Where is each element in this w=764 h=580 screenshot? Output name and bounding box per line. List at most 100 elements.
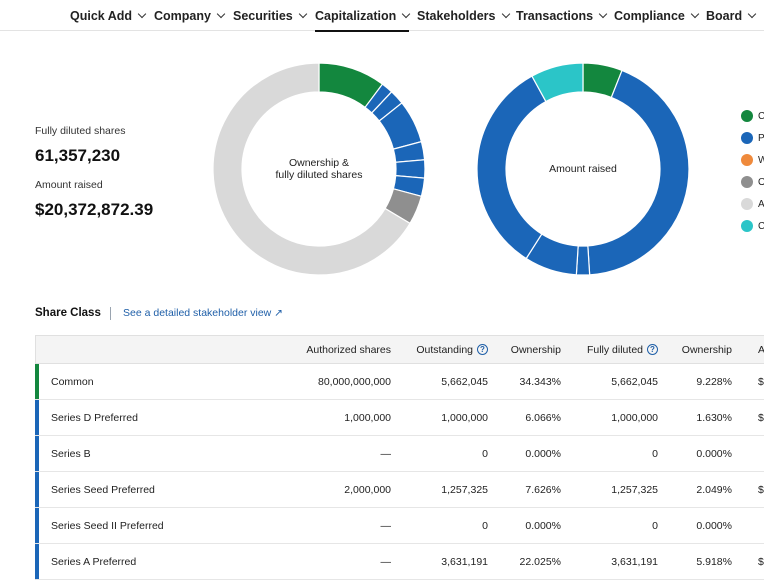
legend-label: A <box>758 198 764 210</box>
nav-transactions[interactable]: Transactions <box>516 0 608 31</box>
chevron-down-icon <box>137 9 147 18</box>
nav-securities[interactable]: Securities <box>233 0 308 31</box>
donut-slice[interactable] <box>212 62 411 276</box>
nav-label: Stakeholders <box>417 8 496 23</box>
cell-share-class: Series A Preferred <box>51 555 137 568</box>
table-row[interactable]: Common 80,000,000,000 5,662,045 34.343% 5,66… <box>35 364 764 400</box>
nav-quick-add[interactable]: Quick Add <box>70 0 147 31</box>
cell-outstanding: 1,257,325 <box>441 483 488 496</box>
cell-fully-diluted: 5,662,045 <box>611 375 658 388</box>
col-authorized-shares[interactable]: Authorized shares <box>306 343 391 356</box>
cell-ownership: 34.343% <box>519 375 561 388</box>
donut-slice[interactable] <box>395 159 426 179</box>
col-outstanding[interactable]: Outstanding? <box>401 336 488 363</box>
share-class-color-bar <box>35 364 39 399</box>
legend-dot <box>741 176 753 188</box>
cell-fully-diluted: 0 <box>652 447 658 460</box>
cell-fully-diluted: 1,257,325 <box>611 483 658 496</box>
top-nav: Quick Add Company Securities Capitalizat… <box>0 0 764 32</box>
cell-share-class: Series Seed II Preferred <box>51 519 164 532</box>
share-class-table: Authorized shares Outstanding? Ownership… <box>35 335 764 580</box>
cell-share-class: Series B <box>51 447 91 460</box>
chevron-down-icon <box>747 9 757 18</box>
chevron-down-icon <box>298 9 308 18</box>
share-class-color-bar <box>35 472 39 507</box>
legend-item: W <box>741 154 764 166</box>
nav-board[interactable]: Board <box>706 0 757 31</box>
cell-authorized: — <box>380 519 392 532</box>
cell-fd-ownership: 9.228% <box>696 375 732 388</box>
cell-share-class: Common <box>51 375 94 388</box>
nav-label: Transactions <box>516 8 594 23</box>
nav-label: Company <box>154 8 211 23</box>
nav-label: Compliance <box>614 8 685 23</box>
nav-label: Securities <box>233 8 293 23</box>
donut-slice[interactable] <box>531 62 584 103</box>
cell-ownership: 0.000% <box>525 447 561 460</box>
cell-outstanding: 3,631,191 <box>441 555 488 568</box>
share-class-color-bar <box>35 436 39 471</box>
legend-dot <box>741 110 753 122</box>
divider <box>110 307 111 320</box>
ownership-chart-label: Ownership & fully diluted shares <box>259 157 379 181</box>
cell-ownership: 22.025% <box>519 555 561 568</box>
nav-stakeholders[interactable]: Stakeholders <box>417 0 510 31</box>
table-row[interactable]: Series Seed II Preferred — 0 0.000% 0 0.000% <box>35 508 764 544</box>
cell-extra: $ <box>758 411 764 424</box>
cell-extra <box>758 436 764 471</box>
chevron-down-icon <box>598 9 608 18</box>
legend-dot <box>741 198 753 210</box>
legend-item: P <box>741 132 764 144</box>
share-class-title: Share Class <box>35 307 101 319</box>
cell-fully-diluted: 0 <box>652 519 658 532</box>
table-row[interactable]: Series D Preferred 1,000,000 1,000,000 6.06… <box>35 400 764 436</box>
nav-compliance[interactable]: Compliance <box>614 0 700 31</box>
cell-extra: $ <box>758 375 764 388</box>
cell-fd-ownership: 2.049% <box>696 483 732 496</box>
detailed-stakeholder-view-link[interactable]: See a detailed stakeholder view ↗ <box>123 307 283 319</box>
amount-raised-chart-label: Amount raised <box>549 163 617 175</box>
ownership-chart-label-line1: Ownership & <box>288 157 350 169</box>
legend-item: A <box>741 198 764 210</box>
cell-authorized: 1,000,000 <box>344 411 391 424</box>
legend-label: O <box>758 176 764 188</box>
share-class-color-bar <box>35 508 39 543</box>
table-row[interactable]: Series Seed Preferred 2,000,000 1,257,325 7… <box>35 472 764 508</box>
chevron-down-icon <box>402 9 411 18</box>
col-ownership[interactable]: Ownership <box>510 343 561 356</box>
share-class-color-bar <box>35 544 39 579</box>
nav-label: Board <box>706 8 743 23</box>
legend-item: O <box>741 176 764 188</box>
cell-fd-ownership: 5.918% <box>696 555 732 568</box>
amount-raised-value: $20,372,872.39 <box>35 200 154 219</box>
legend-label: C <box>758 220 764 232</box>
chevron-down-icon <box>690 9 700 18</box>
cell-ownership: 6.066% <box>525 411 561 424</box>
cell-ownership: 0.000% <box>525 519 561 532</box>
cell-outstanding: 0 <box>482 447 488 460</box>
donut-slice[interactable] <box>587 69 690 276</box>
legend-label: C <box>758 110 764 122</box>
chevron-down-icon <box>216 9 226 18</box>
nav-company[interactable]: Company <box>154 0 226 31</box>
col-fully-diluted[interactable]: Fully diluted? <box>566 336 658 363</box>
legend-item: C <box>741 220 764 232</box>
chevron-down-icon <box>501 9 510 18</box>
legend-label: W <box>758 154 764 166</box>
cell-fd-ownership: 1.630% <box>696 411 732 424</box>
col-fd-ownership[interactable]: Ownership <box>681 343 732 356</box>
table-row[interactable]: Series B — 0 0.000% 0 0.000% <box>35 436 764 472</box>
info-icon[interactable]: ? <box>647 344 658 355</box>
nav-capitalization[interactable]: Capitalization <box>315 0 411 32</box>
col-fully-diluted-label: Fully diluted <box>586 343 643 356</box>
cell-fully-diluted: 1,000,000 <box>611 411 658 424</box>
share-class-color-bar <box>35 400 39 435</box>
fully-diluted-value: 61,357,230 <box>35 146 121 165</box>
legend-item: C <box>741 110 764 122</box>
table-row[interactable]: Series A Preferred — 3,631,191 22.025% 3,631… <box>35 544 764 580</box>
info-icon[interactable]: ? <box>477 344 488 355</box>
col-extra[interactable]: A <box>758 343 764 356</box>
cell-share-class: Series D Preferred <box>51 411 138 424</box>
cell-extra: $ <box>758 555 764 568</box>
fully-diluted-label: Fully diluted shares <box>35 125 126 137</box>
